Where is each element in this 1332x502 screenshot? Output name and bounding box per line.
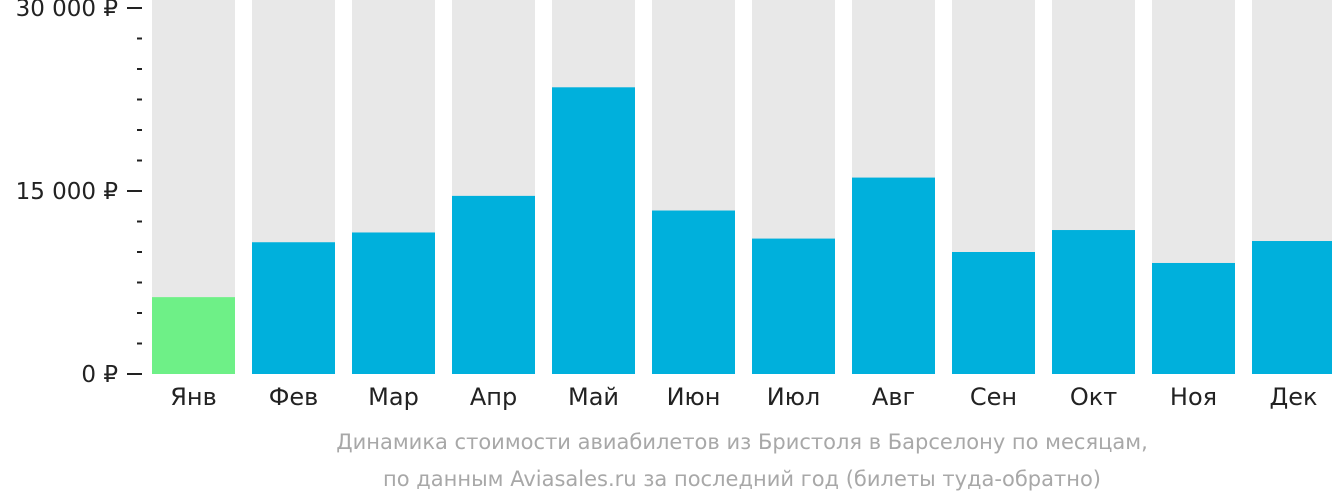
bar[interactable] xyxy=(752,238,835,374)
bar[interactable] xyxy=(1152,262,1235,374)
bar[interactable] xyxy=(1052,230,1135,374)
bar[interactable] xyxy=(552,87,635,375)
x-tick-label: Июл xyxy=(767,383,821,411)
bar[interactable] xyxy=(352,232,435,374)
y-axis: 0 ₽ 15 000 ₽ 30 000 ₽ xyxy=(16,0,142,388)
x-axis-labels: Янв Фев Мар Апр Май Июн Июл Авг Сен Окт Ноя Дек xyxy=(170,383,1317,411)
x-tick-label: Дек xyxy=(1269,383,1317,411)
bar[interactable] xyxy=(152,297,235,374)
bars xyxy=(152,87,1332,375)
bar[interactable] xyxy=(952,252,1035,374)
y-tick-label: 15 000 ₽ xyxy=(16,179,118,205)
chart-caption-line-1: Динамика стоимости авиабилетов из Бристо… xyxy=(336,430,1148,454)
bar[interactable] xyxy=(452,195,535,374)
y-tick-label: 0 ₽ xyxy=(81,362,118,388)
bar[interactable] xyxy=(252,242,335,374)
x-tick-label: Апр xyxy=(470,383,517,411)
x-tick-label: Сен xyxy=(970,383,1017,411)
bar[interactable] xyxy=(652,210,735,374)
x-tick-label: Авг xyxy=(872,383,915,411)
x-tick-label: Окт xyxy=(1070,383,1117,411)
bar[interactable] xyxy=(1252,241,1332,374)
x-tick-label: Мар xyxy=(368,383,419,411)
y-tick-label: 30 000 ₽ xyxy=(16,0,118,22)
bar-chart: 0 ₽ 15 000 ₽ 30 000 ₽ Янв Фев Мар Апр Май Июн Ию… xyxy=(16,0,1332,411)
bar[interactable] xyxy=(852,177,935,374)
x-tick-label: Май xyxy=(568,383,619,411)
x-tick-label: Янв xyxy=(170,383,217,411)
x-tick-label: Фев xyxy=(269,383,319,411)
x-tick-label: Ноя xyxy=(1170,383,1217,411)
x-tick-label: Июн xyxy=(667,383,721,411)
chart-caption-line-2: по данным Aviasales.ru за последний год … xyxy=(383,467,1101,491)
